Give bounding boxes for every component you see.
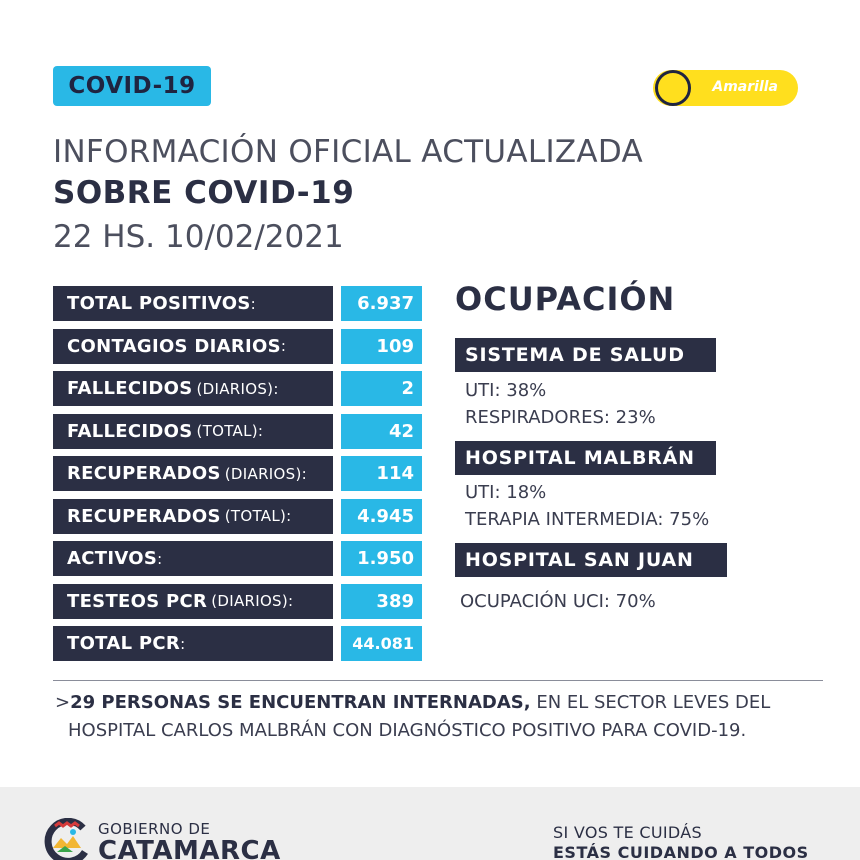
stat-value: 109 <box>341 328 422 364</box>
ocupacion-title: OCUPACIÓN <box>455 280 676 318</box>
malbran-uti: UTI: 18% <box>465 482 547 503</box>
stat-label: CONTAGIOS DIARIOS <box>67 335 281 357</box>
alert-level-label: Amarilla <box>712 79 778 95</box>
stat-row-fallecidos-diarios: FALLECIDOS (DIARIOS): 2 <box>53 371 423 406</box>
stat-row-recuperados-total: RECUPERADOS (TOTAL): 4.945 <box>53 498 423 534</box>
note-rest: EN EL SECTOR LEVES DEL <box>530 692 771 713</box>
stat-label: ACTIVOS <box>67 548 158 569</box>
stat-sub: (TOTAL): <box>224 507 292 525</box>
stat-sub: : <box>157 549 163 568</box>
sistema-salud-uti: UTI: 38% <box>465 380 547 401</box>
stat-sub: : <box>250 294 256 313</box>
covid-badge: COVID-19 <box>53 66 211 106</box>
heading-date: 22 HS. 10/02/2021 <box>53 219 344 255</box>
stat-row-total-pcr: TOTAL PCR: 44.081 <box>53 626 423 661</box>
stat-sub: : <box>180 634 186 653</box>
stat-value: 4.945 <box>341 498 422 534</box>
stats-table: TOTAL POSITIVOS: 6.937 CONTAGIOS DIARIOS… <box>53 286 423 669</box>
stat-row-activos: ACTIVOS: 1.950 <box>53 541 423 576</box>
heading-line-2: SOBRE COVID-19 <box>53 175 355 211</box>
malbran-terapia-intermedia: TERAPIA INTERMEDIA: 75% <box>465 509 710 530</box>
stat-row-fallecidos-total: FALLECIDOS (TOTAL): 42 <box>53 413 423 449</box>
section-hospital-san-juan: HOSPITAL SAN JUAN <box>455 543 727 577</box>
alert-level-badge: Amarilla <box>653 70 798 106</box>
slogan-line-2: ESTÁS CUIDANDO A TODOS <box>553 843 809 860</box>
footer <box>0 787 860 860</box>
stat-row-total-positivos: TOTAL POSITIVOS: 6.937 <box>53 286 423 321</box>
stat-sub: : <box>280 337 287 355</box>
stat-value: 44.081 <box>341 626 422 661</box>
stat-value: 42 <box>341 413 422 449</box>
note-bold: 29 PERSONAS SE ENCUENTRAN INTERNADAS, <box>70 692 531 713</box>
stat-sub: (DIARIOS): <box>211 592 294 610</box>
catamarca-logo-icon <box>44 818 88 860</box>
catamarca-label: CATAMARCA <box>98 836 281 860</box>
stat-sub: (DIARIOS): <box>224 464 307 483</box>
stat-label: RECUPERADOS <box>67 463 221 484</box>
heading-line-1: INFORMACIÓN OFICIAL ACTUALIZADA <box>53 134 644 170</box>
stat-sub: (TOTAL): <box>196 422 264 440</box>
stat-row-recuperados-diarios: RECUPERADOS (DIARIOS): 114 <box>53 456 423 491</box>
stat-row-contagios-diarios: CONTAGIOS DIARIOS: 109 <box>53 328 423 364</box>
slogan-line-1: SI VOS TE CUIDÁS <box>553 823 702 842</box>
alert-dot-icon <box>655 70 691 106</box>
sistema-salud-respiradores: RESPIRADORES: 23% <box>465 407 656 428</box>
stat-label: RECUPERADOS <box>67 505 221 527</box>
san-juan-ocupacion-uci: OCUPACIÓN UCI: 70% <box>460 591 656 612</box>
stat-label: FALLECIDOS <box>67 378 193 399</box>
section-hospital-malbran: HOSPITAL MALBRÁN <box>455 441 716 475</box>
stat-label: TOTAL POSITIVOS <box>67 293 251 314</box>
divider <box>53 680 823 681</box>
stat-value: 389 <box>341 583 422 619</box>
stat-value: 114 <box>341 456 422 491</box>
gobierno-label: GOBIERNO DE <box>98 820 211 838</box>
stat-sub: (DIARIOS): <box>196 379 279 398</box>
stat-label: TOTAL PCR <box>67 633 181 654</box>
internados-note: >29 PERSONAS SE ENCUENTRAN INTERNADAS, E… <box>55 692 770 713</box>
stat-value: 2 <box>341 371 422 406</box>
section-sistema-salud: SISTEMA DE SALUD <box>455 338 716 372</box>
stat-value: 6.937 <box>341 286 422 321</box>
stat-label: TESTEOS PCR <box>67 590 208 612</box>
note-marker: > <box>55 692 71 713</box>
internados-note-line-2: HOSPITAL CARLOS MALBRÁN CON DIAGNÓSTICO … <box>68 720 747 741</box>
stat-value: 1.950 <box>341 541 422 576</box>
stat-row-testeos-pcr: TESTEOS PCR (DIARIOS): 389 <box>53 583 423 619</box>
stat-label: FALLECIDOS <box>67 420 193 442</box>
